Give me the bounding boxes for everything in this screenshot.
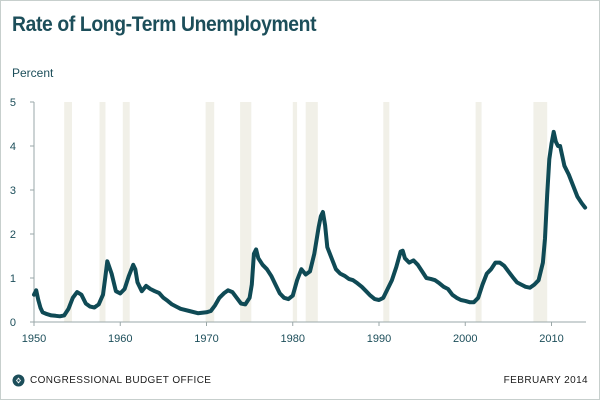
axes <box>33 102 586 323</box>
tick-labels: 0 1 2 3 4 5 1950 1960 1970 1980 1990 2000 2010 <box>10 97 564 345</box>
y-tick-label-5: 5 <box>10 97 16 109</box>
x-tick-label-1960: 1960 <box>108 333 132 345</box>
plot-area <box>32 129 588 319</box>
recession-bands <box>64 102 548 322</box>
x-tick-label-2010: 2010 <box>539 333 563 345</box>
recession-band-7 <box>383 102 390 322</box>
x-tick-label-2000: 2000 <box>453 333 477 345</box>
cbo-logo-icon <box>12 374 25 387</box>
x-tick-label-1970: 1970 <box>194 333 218 345</box>
recession-band-4 <box>240 102 252 322</box>
footer-date: FEBRUARY 2014 <box>503 375 588 386</box>
x-tick-label-1990: 1990 <box>367 333 391 345</box>
recession-band-3 <box>205 102 215 322</box>
y-tick-label-3: 3 <box>10 185 16 197</box>
y-tick-label-2: 2 <box>10 229 16 241</box>
y-axis-label: Percent <box>12 66 54 80</box>
y-tick-label-4: 4 <box>10 141 16 153</box>
recession-band-8 <box>475 102 482 322</box>
y-tick-label-1: 1 <box>10 273 16 285</box>
chart-title: Rate of Long-Term Unemployment <box>12 13 317 36</box>
recession-band-1 <box>99 102 106 322</box>
recession-band-6 <box>305 102 318 322</box>
recession-band-0 <box>64 102 72 322</box>
series-line-0 <box>32 129 588 319</box>
y-tick-label-0: 0 <box>10 317 16 329</box>
x-tick-label-1950: 1950 <box>22 333 46 345</box>
footer-organization: CONGRESSIONAL BUDGET OFFICE <box>30 375 212 386</box>
recession-band-2 <box>122 102 130 322</box>
x-tick-label-1980: 1980 <box>281 333 305 345</box>
recession-band-5 <box>292 102 298 322</box>
